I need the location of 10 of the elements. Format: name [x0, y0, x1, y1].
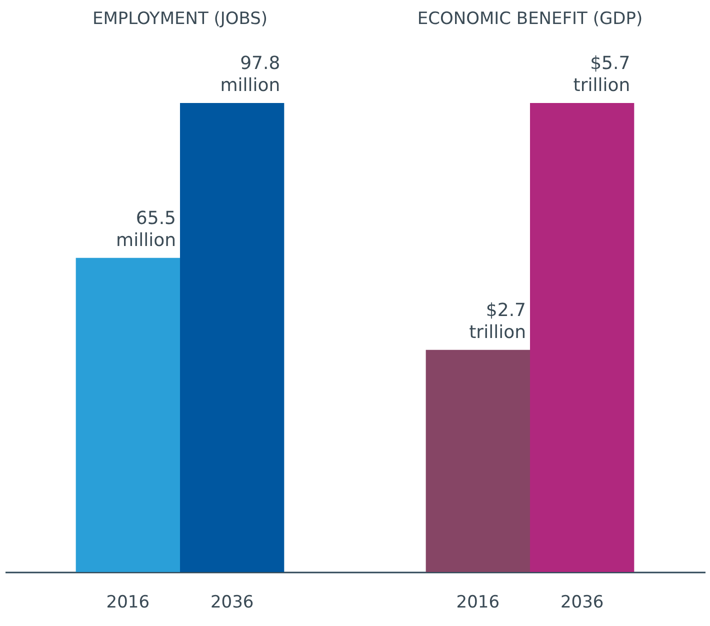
chart-title: EMPLOYMENT (JOBS)	[92, 9, 268, 29]
data-label: $5.7 trillion	[573, 52, 630, 96]
data-label: 97.8 million	[220, 52, 280, 96]
x-tick-label: 2036	[210, 592, 254, 612]
chart-title: ECONOMIC BENEFIT (GDP)	[417, 9, 643, 29]
x-tick-label: 2016	[106, 592, 150, 612]
x-tick-label: 2036	[560, 592, 604, 612]
x-tick-label: 2016	[456, 592, 500, 612]
data-label: 65.5 million	[116, 208, 176, 251]
data-label: $2.7 trillion	[469, 300, 526, 343]
